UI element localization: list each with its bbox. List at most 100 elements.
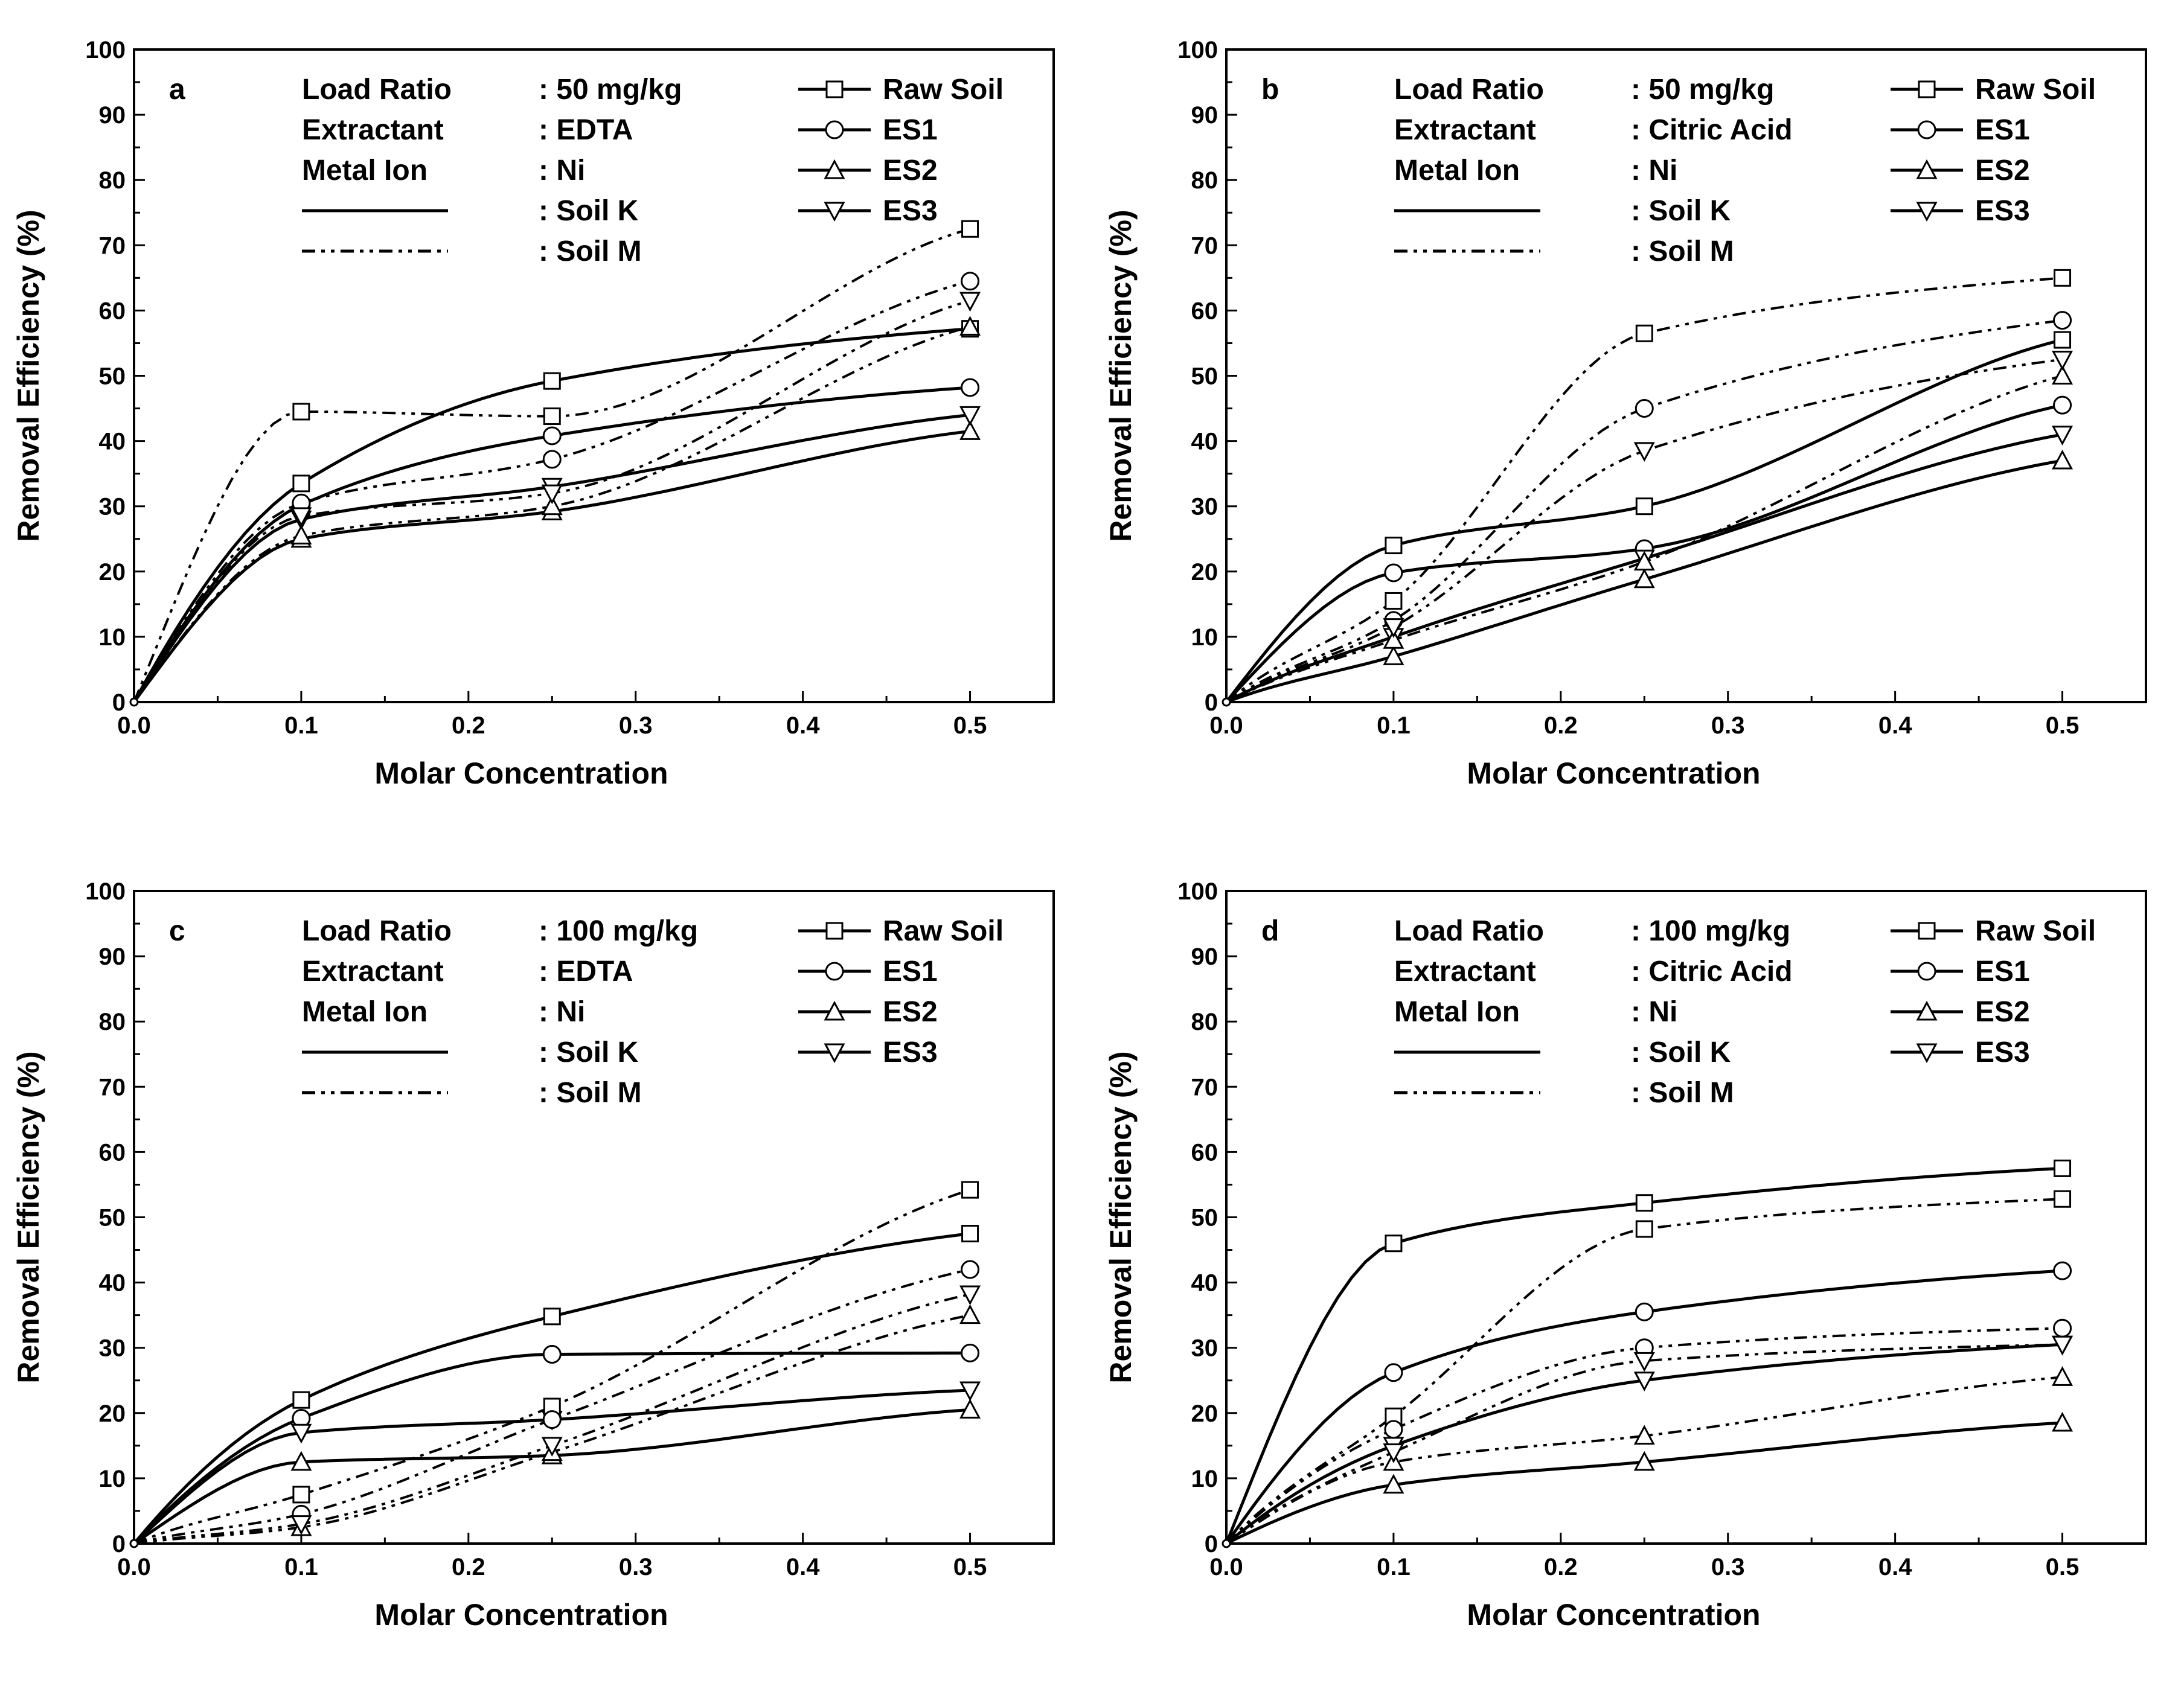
legend-marker: [824, 159, 845, 179]
x-tick-label: 0.5: [2046, 1554, 2080, 1580]
data-point: [1383, 618, 1404, 638]
chart-panel-a: 0 10 20 30 40 50 60 70 80 90 100 0.0 0.1 0.2 0.3 0.4 0.5…: [0, 0, 1092, 842]
legend-marker: [1918, 922, 1936, 940]
plot-frame: [1225, 890, 2147, 1545]
legend-label: ES1: [883, 956, 938, 988]
data-point: [959, 316, 981, 336]
info-key: Metal Ion: [1394, 155, 1520, 187]
series-line: [1226, 374, 2063, 703]
data-point: [2054, 331, 2072, 349]
legend-marker: [1916, 159, 1938, 179]
data-point: [543, 372, 561, 390]
chart-svg: 0 10 20 30 40 50 60 70 80 90 100 0.0 0.1 0.2 0.3 0.4 0.5…: [1104, 37, 2147, 790]
data-point: [290, 1451, 312, 1471]
x-tick-label: 0.0: [117, 1554, 151, 1580]
legend-marker: [1916, 1000, 1938, 1021]
y-tick-label: 10: [99, 624, 126, 651]
legend-marker: [824, 1000, 845, 1021]
x-tick-label: 0.5: [953, 712, 987, 739]
panel-letter: a: [169, 74, 185, 106]
data-point: [542, 1410, 562, 1429]
legend-label: ES3: [1975, 1036, 2030, 1068]
data-point: [2052, 350, 2074, 371]
legend-label: ES2: [883, 996, 938, 1028]
legend-marker: [825, 922, 844, 940]
data-point: [1384, 1420, 1403, 1439]
x-tick-label: 0.0: [117, 712, 151, 739]
data-point: [543, 407, 561, 426]
data-point: [961, 1343, 980, 1362]
info-key: Extractant: [1394, 956, 1536, 988]
x-tick-label: 0.5: [2046, 712, 2080, 739]
data-point: [1385, 1234, 1403, 1253]
legend-label: Raw Soil: [1975, 74, 2096, 106]
chart-panel-d: 0 10 20 30 40 50 60 70 80 90 100 0.0 0.1 0.2 0.3 0.4 0.5…: [1092, 842, 2184, 1683]
info-value: : Ni: [1631, 996, 1677, 1028]
y-tick-label: 10: [99, 1466, 126, 1492]
legend-marker: [825, 962, 844, 981]
info-value: : Soil K: [539, 195, 639, 227]
data-point: [2053, 1261, 2072, 1280]
y-tick-label: 40: [99, 1270, 126, 1297]
y-tick-label: 20: [1191, 1400, 1218, 1427]
info-key: Load Ratio: [1394, 915, 1544, 947]
series-line: [133, 279, 971, 703]
data-point: [2053, 395, 2072, 415]
x-tick-label: 0.3: [1711, 712, 1745, 739]
x-tick-label: 0.3: [619, 712, 653, 739]
y-tick-label: 60: [1191, 298, 1218, 324]
data-point: [1383, 1443, 1404, 1463]
series-line: [133, 1232, 970, 1545]
info-key: Load Ratio: [302, 915, 452, 947]
data-point: [541, 484, 563, 505]
data-point: [1384, 563, 1403, 583]
series-line: [1225, 1343, 2063, 1545]
x-tick-label: 0.3: [1711, 1554, 1745, 1580]
info-value: : EDTA: [539, 956, 633, 988]
info-value: : 100 mg/kg: [1631, 915, 1790, 947]
data-point: [959, 406, 981, 426]
data-point: [959, 1304, 981, 1324]
info-key: Load Ratio: [302, 74, 452, 106]
data-point: [1384, 1363, 1403, 1382]
panel-letter: d: [1261, 915, 1279, 947]
data-point: [1635, 324, 1653, 342]
x-tick-label: 0.4: [1878, 712, 1912, 739]
data-point: [1385, 537, 1403, 555]
legend-label: ES1: [1975, 114, 2030, 146]
x-axis-title: Molar Concentration: [1467, 1598, 1760, 1632]
data-point: [290, 1423, 312, 1444]
x-tick-label: 0.1: [1377, 712, 1411, 739]
y-tick-label: 60: [1191, 1139, 1218, 1166]
y-tick-label: 0: [112, 689, 126, 716]
data-point: [542, 450, 562, 469]
data-point: [2053, 1318, 2072, 1338]
series-line: [1225, 1198, 2063, 1545]
y-tick-label: 60: [99, 1139, 126, 1166]
data-point: [1635, 497, 1653, 516]
y-tick-label: 100: [85, 37, 126, 63]
y-tick-label: 40: [1191, 429, 1218, 455]
data-point: [1383, 1474, 1404, 1494]
legend-label: Raw Soil: [1975, 915, 2096, 947]
x-tick-label: 0.2: [1544, 1554, 1578, 1580]
legend-marker: [825, 120, 844, 139]
y-tick-label: 20: [99, 1400, 126, 1427]
data-point: [541, 1437, 563, 1457]
y-tick-label: 40: [99, 429, 126, 455]
data-point: [2052, 449, 2074, 470]
data-point: [1635, 1194, 1653, 1212]
x-axis-title: Molar Concentration: [1467, 756, 1760, 790]
info-value: : Citric Acid: [1631, 956, 1793, 988]
info-value: : Soil M: [539, 235, 642, 267]
info-value: : Soil M: [1631, 235, 1734, 267]
info-value: : Soil K: [539, 1036, 639, 1068]
y-tick-label: 70: [1191, 1074, 1218, 1100]
info-key: Extractant: [302, 114, 444, 146]
info-value: : Soil M: [1631, 1077, 1734, 1109]
y-tick-label: 80: [1191, 167, 1218, 194]
y-tick-label: 80: [99, 167, 126, 194]
data-point: [2052, 365, 2074, 385]
data-point: [1633, 442, 1655, 462]
y-axis-title: Removal Efficiency (%): [1104, 209, 1138, 541]
